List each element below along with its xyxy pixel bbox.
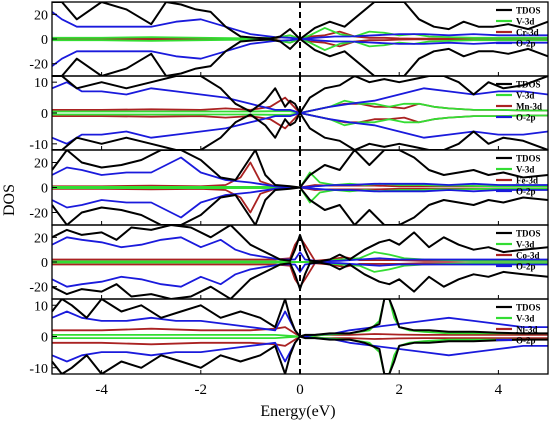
series-v-3d-spin-up <box>52 171 548 189</box>
y-tick-label: -10 <box>29 362 48 377</box>
series-v-3d-spin-down <box>52 112 548 127</box>
x-tick-label: 0 <box>296 382 304 398</box>
x-axis-label: Energy(eV) <box>260 403 335 420</box>
legend-label: O-2p <box>516 187 536 197</box>
series-tdos-spin-down <box>52 112 548 150</box>
series-tdos-spin-down <box>52 38 548 76</box>
series-o-2p-spin-up <box>52 11 548 40</box>
legend-label: TDOS <box>516 80 541 90</box>
y-tick-label: -10 <box>29 138 48 153</box>
legend-label: O-2p <box>516 336 536 346</box>
panel-2-series <box>52 76 548 150</box>
legend-label: TDOS <box>516 303 541 313</box>
y-tick-label: 0 <box>41 331 48 346</box>
legend-label: V-3d <box>516 240 534 250</box>
y-tick-label: 0 <box>41 182 48 197</box>
y-tick-label: 20 <box>34 8 48 23</box>
y-tick-label: -20 <box>29 207 48 222</box>
x-tick-label: -2 <box>195 382 208 398</box>
y-tick-label: -20 <box>29 281 48 296</box>
series-o-2p-spin-up <box>52 81 548 114</box>
series-tdos-spin-down <box>52 261 548 299</box>
x-tick-label: 4 <box>495 382 503 398</box>
x-tick-label: 2 <box>395 382 403 398</box>
panel-4-series <box>52 225 548 299</box>
y-tick-label: 10 <box>34 299 48 314</box>
legend-label: TDOS <box>516 154 541 164</box>
y-tick-label: 10 <box>34 76 48 91</box>
series-v-3d-spin-down <box>52 38 548 51</box>
series-o-2p-spin-down <box>52 38 548 67</box>
panel-3-series <box>52 150 548 225</box>
series-tdos-spin-up <box>52 225 548 263</box>
legend-label: V-3d <box>516 314 534 324</box>
legend-label: TDOS <box>516 229 541 239</box>
series-v-3d-spin-up <box>52 99 548 114</box>
panel-5-series <box>52 299 548 374</box>
y-tick-label: 0 <box>41 107 48 122</box>
legend-label: V-3d <box>516 165 534 175</box>
legend-label: O-2p <box>516 113 536 123</box>
series-v-3d-spin-down <box>52 261 548 273</box>
panel-1-series <box>52 2 548 76</box>
legend-label: Cr-3d <box>516 28 539 38</box>
y-tick-label: 0 <box>41 33 48 48</box>
y-tick-label: 20 <box>34 231 48 246</box>
y-tick-label: 20 <box>34 157 48 172</box>
series-tdos-spin-up <box>52 2 548 40</box>
legend-label: Co-3d <box>516 251 540 261</box>
series-tdos-spin-down <box>52 186 548 225</box>
series-v-3d-spin-up <box>52 251 548 263</box>
series-o-2p-spin-down <box>52 112 548 145</box>
legend-label: O-2p <box>516 39 536 49</box>
y-tick-label: -20 <box>29 58 48 73</box>
legend-label: Ni-3d <box>516 325 538 335</box>
y-axis-label: DOS <box>1 184 18 216</box>
y-tick-label: 0 <box>41 256 48 271</box>
legend-label: V-3d <box>516 91 534 101</box>
series-v-3d-spin-up <box>52 26 548 40</box>
legend-label: Fe-3d <box>516 176 538 186</box>
legend-label: TDOS <box>516 6 541 16</box>
series-v-3d-spin-down <box>52 186 548 204</box>
legend-label: V-3d <box>516 17 534 27</box>
legend-label: Mn-3d <box>516 102 542 112</box>
legend-label: O-2p <box>516 262 536 272</box>
series-tdos-spin-down <box>52 335 548 374</box>
x-tick-label: -4 <box>95 382 108 398</box>
